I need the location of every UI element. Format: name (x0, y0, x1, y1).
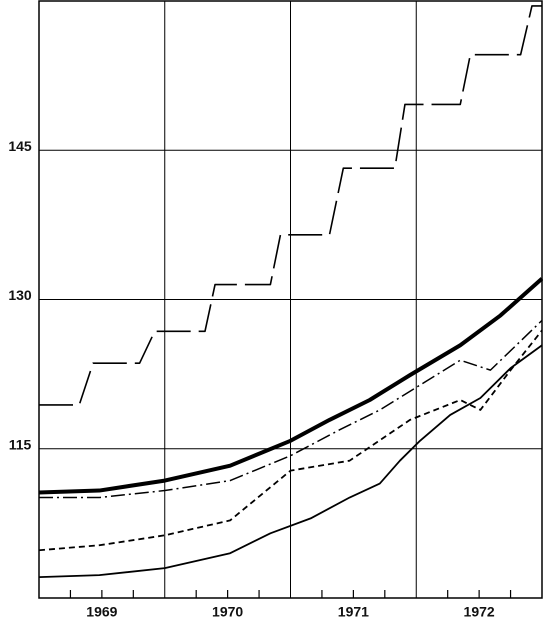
line-series (38, 344, 543, 579)
x-tick-label: 1970 (212, 604, 243, 620)
y-tick-label: 145 (8, 138, 32, 154)
line-series (38, 277, 543, 495)
line-series (39, 319, 543, 499)
y-tick-label: 130 (8, 287, 32, 303)
y-tick-label: 115 (9, 436, 32, 452)
x-tick-label: 1972 (464, 604, 495, 620)
line-series (39, 5, 542, 406)
x-tick-label: 1969 (86, 604, 117, 620)
line-series (38, 329, 543, 552)
x-tick-label: 1971 (338, 604, 369, 620)
